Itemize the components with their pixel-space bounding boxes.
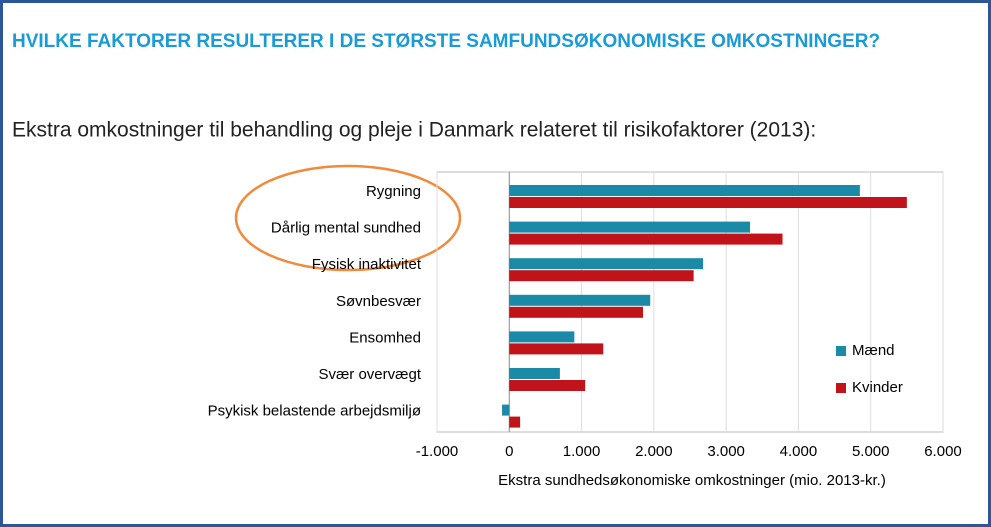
category-label: Ensomhed	[349, 329, 421, 346]
category-label: Dårlig mental sundhed	[271, 220, 421, 237]
legend-label: Mænd	[852, 342, 895, 359]
x-tick-label: 0	[505, 443, 513, 460]
x-tick-label: 2.000	[635, 443, 673, 460]
x-tick-label: -1.000	[416, 443, 459, 460]
subtitle: Ekstra omkostninger til behandling og pl…	[12, 119, 816, 142]
bar	[509, 416, 521, 428]
x-tick-label: 3.000	[707, 443, 745, 460]
category-label: Søvnbesvær	[336, 293, 421, 310]
legend-swatch	[836, 346, 846, 356]
bar	[509, 306, 644, 318]
bar	[509, 368, 560, 379]
bar	[509, 185, 860, 196]
bar	[509, 380, 586, 391]
bar	[509, 343, 604, 355]
bar	[509, 221, 750, 233]
bar	[509, 197, 907, 208]
bar	[509, 233, 783, 245]
bar	[509, 294, 651, 306]
bar	[502, 404, 510, 416]
x-axis-label: Ekstra sundhedsøkonomiske omkostninger (…	[498, 472, 886, 489]
highlight-ellipse	[234, 164, 462, 272]
bar	[509, 270, 694, 282]
category-label: Psykisk belastende arbejdsmiljø	[208, 403, 421, 420]
legend-label: Kvinder	[852, 379, 903, 396]
x-tick-label: 1.000	[563, 443, 601, 460]
legend-swatch	[836, 383, 846, 393]
x-tick-label: 6.000	[924, 443, 962, 460]
category-label: Fysisk inaktivitet	[312, 256, 422, 273]
x-tick-label: 4.000	[780, 443, 818, 460]
bar	[509, 258, 704, 270]
bar	[509, 331, 575, 343]
x-tick-label: 5.000	[852, 443, 890, 460]
category-label: Rygning	[366, 183, 421, 200]
slide-title: HVILKE FAKTORER RESULTERER I DE STØRSTE …	[12, 31, 880, 52]
category-label: Svær overvægt	[318, 366, 421, 383]
